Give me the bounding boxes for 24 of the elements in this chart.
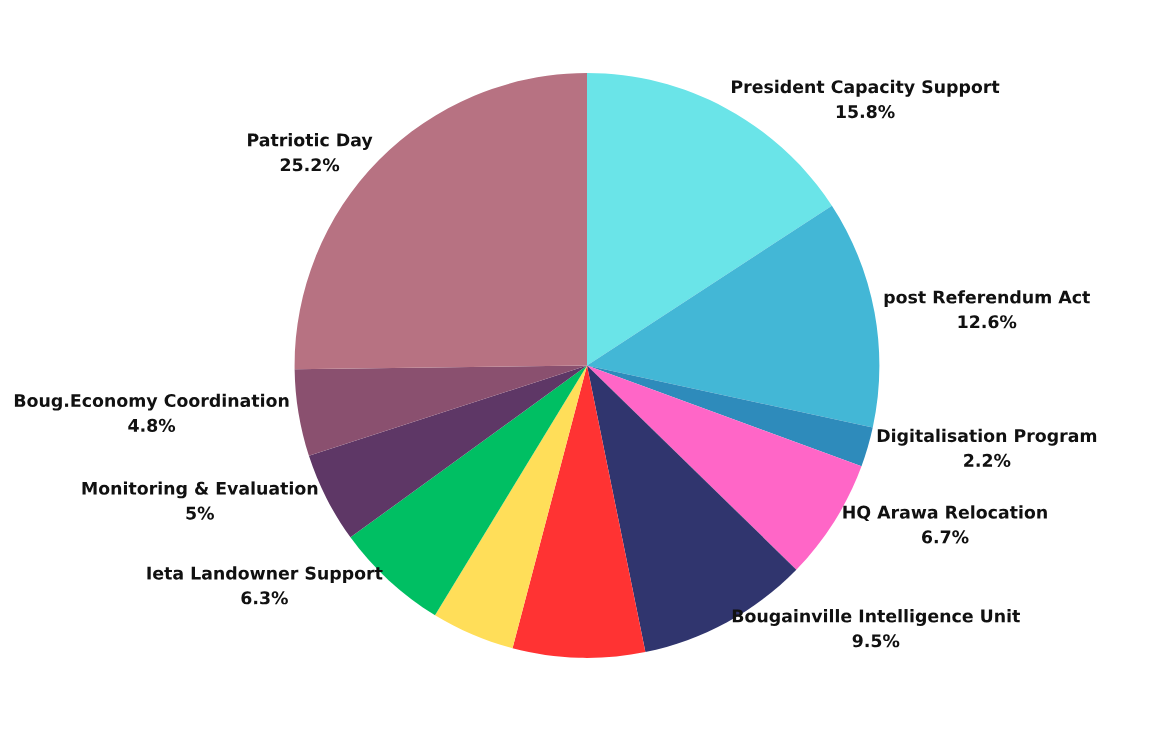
data-label: 25.2% bbox=[280, 158, 340, 172]
slice-label: Ieta Landowner Support bbox=[147, 566, 383, 584]
data-label: 12.6% bbox=[958, 315, 1017, 329]
slice-label: President Capacity Support bbox=[732, 79, 1000, 97]
data-label: 15.8% bbox=[836, 105, 895, 119]
pie-slice bbox=[512, 365, 646, 658]
data-label: 6.7% bbox=[922, 530, 969, 544]
data-label: 2.2% bbox=[964, 453, 1011, 467]
slice-label: Monitoring & Evaluation bbox=[82, 481, 318, 499]
pie-slice bbox=[435, 365, 587, 649]
slice-label: Boug.Economy Coordination bbox=[14, 393, 289, 411]
slice-label: Bougainville Intelligence Unit bbox=[732, 609, 1020, 626]
pie-slice bbox=[587, 205, 880, 428]
slice-label: post Referendum Act bbox=[884, 290, 1090, 307]
pie-slice bbox=[587, 73, 832, 366]
pie-slice bbox=[587, 365, 873, 467]
slice-label: Patriotic Day bbox=[248, 133, 373, 150]
data-label: 6.3% bbox=[241, 591, 288, 605]
data-label: 5% bbox=[186, 506, 214, 520]
slice-label: HQ Arawa Relocation bbox=[843, 505, 1047, 522]
slice-label: Digitalisation Program bbox=[877, 428, 1097, 446]
pie-slice bbox=[294, 365, 587, 456]
data-label: 4.8% bbox=[128, 418, 176, 432]
data-label: 9.5% bbox=[852, 634, 900, 648]
